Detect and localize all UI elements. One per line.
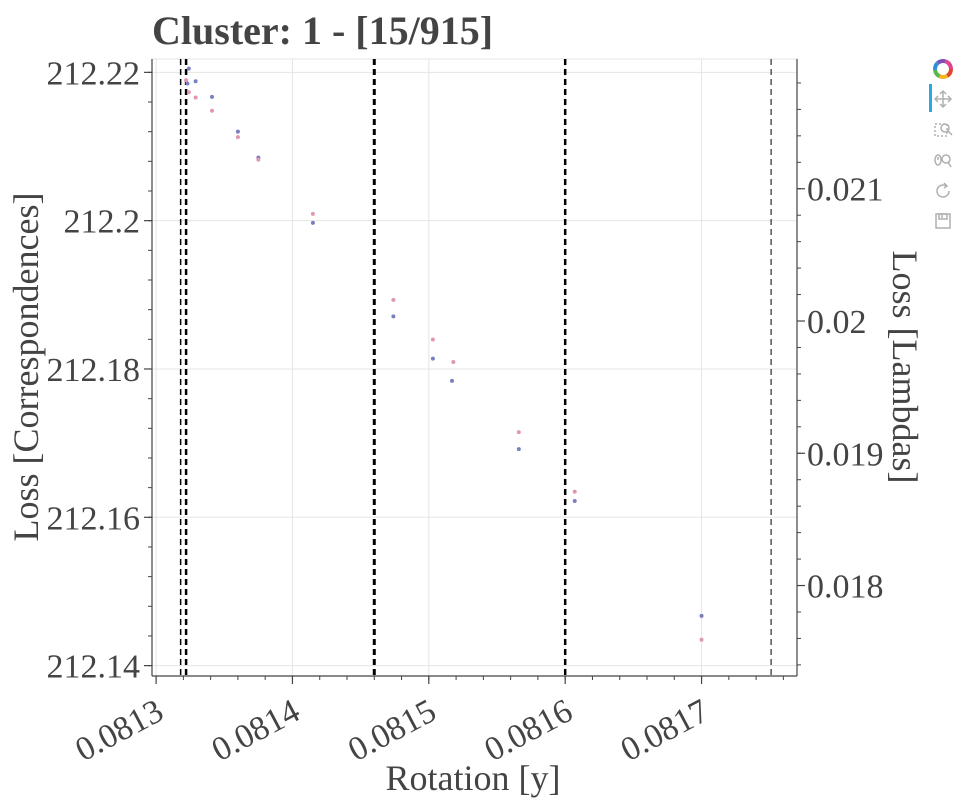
wheel-zoom-icon[interactable] xyxy=(928,148,958,174)
lambdas-point xyxy=(193,95,198,100)
lambdas-point xyxy=(256,157,261,162)
correspondences-point xyxy=(310,220,315,225)
lambdas-point xyxy=(451,360,456,365)
save-icon[interactable] xyxy=(928,208,958,234)
lambdas-point xyxy=(391,297,396,302)
reset-icon[interactable] xyxy=(928,178,958,204)
lambdas-point xyxy=(572,489,577,494)
data-points xyxy=(184,66,704,642)
chart: Cluster: 1 - [15/915] 0.0813 0.0814 0.0815… xyxy=(6,8,920,798)
lambdas-point xyxy=(699,637,704,642)
vertical-markers xyxy=(179,59,772,676)
lambdas-point xyxy=(235,135,240,140)
y-axis-title: Loss [Correspondences] xyxy=(6,193,46,542)
x-axis-title: Rotation [y] xyxy=(386,758,561,798)
bokeh-logo-icon[interactable] xyxy=(928,56,958,82)
correspondences-point xyxy=(516,447,521,452)
y-tick-label: 212.14 xyxy=(47,649,141,686)
correspondences-point xyxy=(391,314,396,319)
lambdas-point xyxy=(210,108,214,113)
y-tick-label: 212.18 xyxy=(47,352,141,389)
lambdas-point xyxy=(430,337,435,342)
lambdas-point xyxy=(516,430,521,435)
correspondences-point xyxy=(572,498,577,503)
lambdas-point xyxy=(310,211,315,216)
y-tick-label: 212.16 xyxy=(47,500,141,537)
box-zoom-icon[interactable] xyxy=(928,117,958,143)
correspondences-point xyxy=(450,378,454,383)
lambdas-point xyxy=(186,90,191,95)
y2-tick-label: 0.019 xyxy=(807,436,884,473)
x-tick-label: 0.0814 xyxy=(206,692,306,769)
pan-icon[interactable] xyxy=(928,86,958,112)
y2-tick-label: 0.018 xyxy=(807,569,884,606)
active-tool-indicator xyxy=(929,84,932,112)
y-tick-label: 212.22 xyxy=(47,55,141,92)
y-tick-label: 212.2 xyxy=(64,204,141,241)
correspondences-point xyxy=(185,81,190,86)
correspondences-point xyxy=(235,129,240,134)
correspondences-point xyxy=(186,66,191,71)
x-tick-label: 0.0817 xyxy=(615,692,715,769)
correspondences-point xyxy=(699,613,704,618)
chart-title: Cluster: 1 - [15/915] xyxy=(152,8,493,53)
y2-tick-label: 0.021 xyxy=(807,172,884,209)
y2-axis-title: Loss [Lambdas] xyxy=(885,251,920,484)
y2-tick-label: 0.02 xyxy=(807,304,867,341)
axes xyxy=(144,59,805,684)
correspondences-point xyxy=(210,94,214,99)
correspondences-point xyxy=(193,79,198,84)
correspondences-point xyxy=(430,356,435,361)
lambdas-point xyxy=(184,78,189,83)
plot-frame xyxy=(151,58,798,677)
x-tick-label: 0.0813 xyxy=(69,692,169,769)
